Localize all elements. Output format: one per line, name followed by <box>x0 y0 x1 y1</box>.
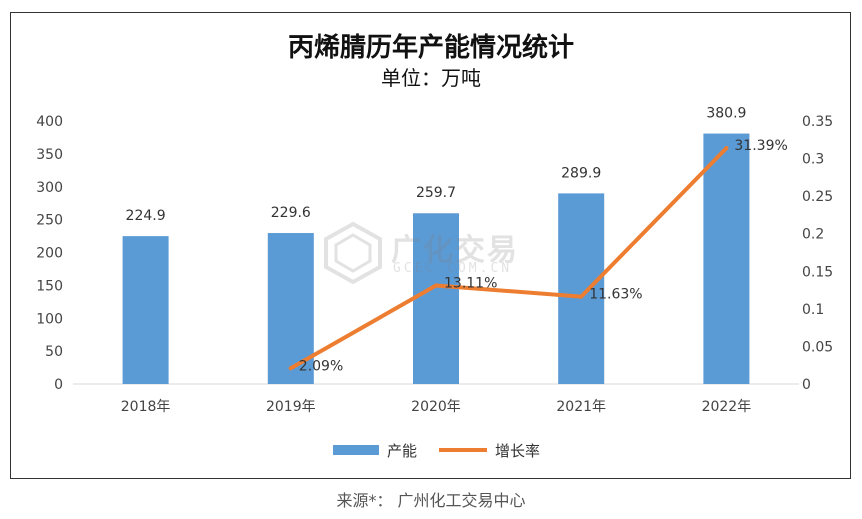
y-left-tick-label: 150 <box>36 278 63 294</box>
watermark-text: 广化交易 <box>391 233 519 268</box>
watermark-logo-icon <box>324 221 382 285</box>
y-left-tick-label: 50 <box>45 344 63 360</box>
y-left-tick-label: 100 <box>36 311 63 327</box>
combo-chart: 丙烯腈历年产能情况统计 单位：万吨 0 50 100 150 200 250 300 350 4… <box>36 32 833 460</box>
y-right-tick-label: 0.05 <box>802 339 833 355</box>
y-right-tick-label: 0.3 <box>802 152 824 168</box>
line-value-label: 2.09% <box>299 358 343 374</box>
line-series <box>288 146 729 371</box>
y-left-tick-label: 250 <box>36 213 63 229</box>
y-left-tick-label: 350 <box>36 147 63 163</box>
line-point <box>724 146 729 151</box>
legend-bar-label: 产能 <box>387 442 417 460</box>
x-tick-label: 2018年 <box>121 399 171 415</box>
bar <box>122 236 169 384</box>
axes: 0 50 100 150 200 250 300 350 400 0 0.05 0.1 0.15 0.2 0… <box>36 114 833 415</box>
watermark-subtext: GCEC.COM.CN <box>393 261 513 276</box>
line-point <box>288 366 293 371</box>
chart-frame: 丙烯腈历年产能情况统计 单位：万吨 0 50 100 150 200 250 300 350 4… <box>10 12 851 479</box>
x-tick-label: 2022年 <box>702 399 752 415</box>
x-tick-label: 2019年 <box>266 399 316 415</box>
y-left-tick-label: 300 <box>36 180 63 196</box>
bar-value-label: 259.7 <box>416 185 456 201</box>
line-value-label: 11.63% <box>589 287 642 303</box>
bar <box>703 133 750 384</box>
bar-value-label: 224.9 <box>126 208 166 224</box>
line-point <box>579 294 584 299</box>
y-left-tick-label: 200 <box>36 246 63 262</box>
y-right-tick-label: 0.1 <box>802 302 824 318</box>
x-tick-label: 2020年 <box>411 399 461 415</box>
y-right-tick-label: 0.2 <box>802 227 824 243</box>
chart-subtitle: 单位：万吨 <box>381 66 481 90</box>
growth-line <box>288 146 729 371</box>
bar-value-label: 289.9 <box>561 165 601 181</box>
data-labels: 224.9 229.6 259.7 289.9 380.9 2.09% 13.11% 11.6… <box>126 106 788 375</box>
legend-bar-swatch <box>333 445 379 455</box>
y-right-tick-label: 0.15 <box>802 264 833 280</box>
y-left-tick-label: 400 <box>36 114 63 130</box>
bar-value-label: 380.9 <box>706 106 746 122</box>
x-tick-label: 2021年 <box>556 399 606 415</box>
y-right-tick-label: 0.25 <box>802 189 833 205</box>
chart-title: 丙烯腈历年产能情况统计 <box>288 32 574 63</box>
y-right-tick-label: 0.35 <box>802 114 833 130</box>
line-value-label: 13.11% <box>444 275 497 291</box>
bar <box>558 193 605 384</box>
bar <box>413 213 459 384</box>
bar-value-label: 229.6 <box>271 205 311 221</box>
legend: 产能 增长率 <box>333 442 540 460</box>
watermark: 广化交易 GCEC.COM.CN <box>321 221 551 285</box>
legend-line-label: 增长率 <box>495 442 540 460</box>
y-left-tick-label: 0 <box>54 377 63 393</box>
source-note: 来源*： 广州化工交易中心 <box>336 491 526 510</box>
line-point <box>434 283 438 288</box>
y-right-tick-label: 0 <box>802 377 811 393</box>
line-value-label: 31.39% <box>734 138 787 154</box>
